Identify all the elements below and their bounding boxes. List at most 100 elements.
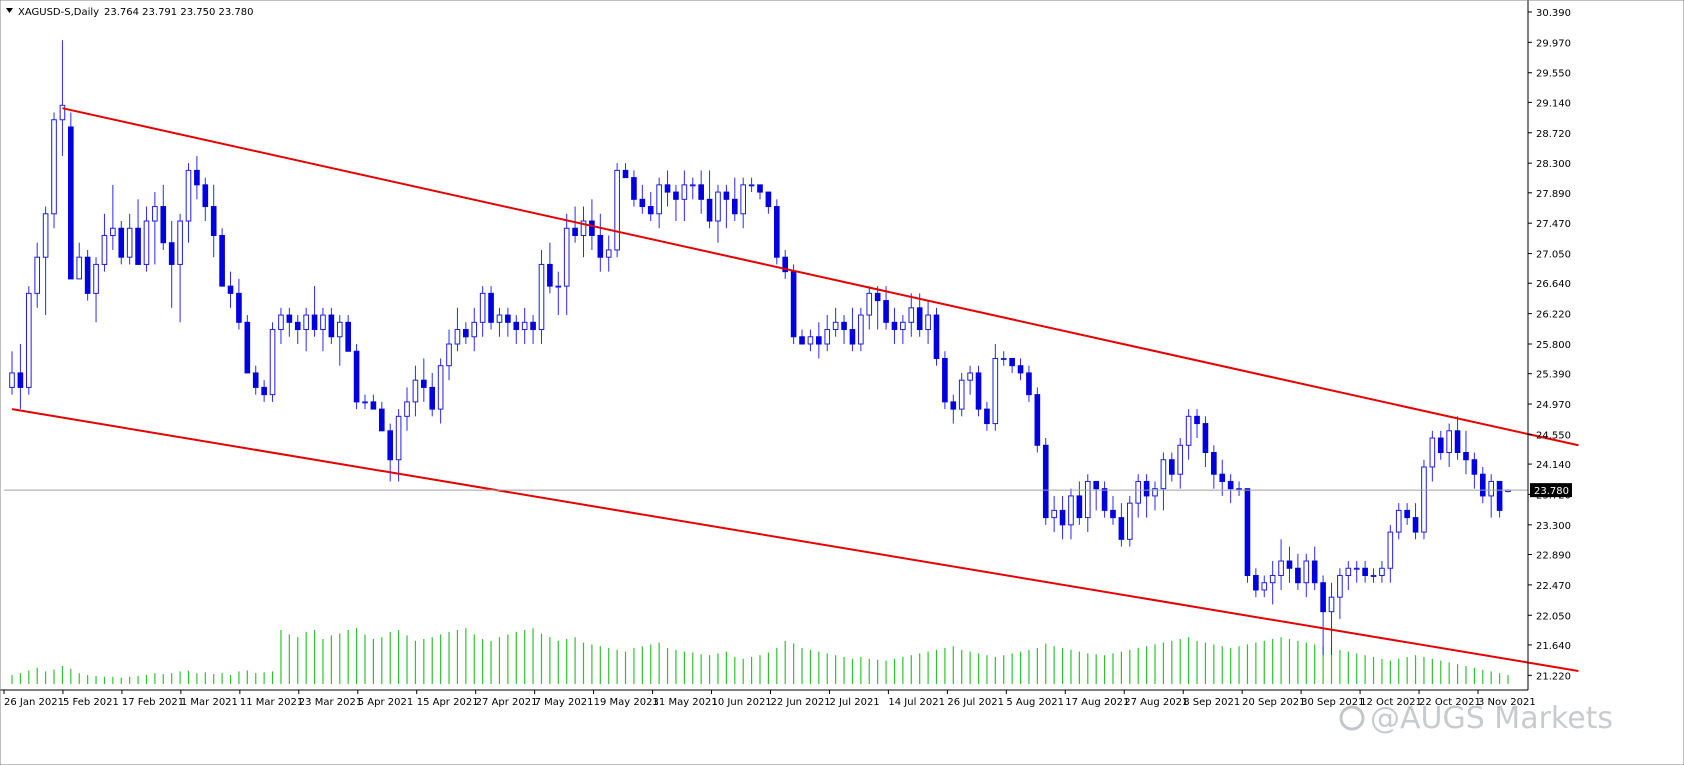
candle-bull xyxy=(900,321,906,331)
candle-bear xyxy=(294,321,301,331)
candle-bear xyxy=(17,372,24,388)
candle-bear xyxy=(841,321,847,331)
candle-bull xyxy=(1160,459,1167,490)
candle-bear xyxy=(673,191,679,200)
ohlc-label: 23.764 23.791 23.750 23.780 xyxy=(104,7,254,18)
candle-bull xyxy=(269,329,276,396)
candle-bear xyxy=(647,206,654,215)
candle-bull xyxy=(1177,444,1184,475)
watermark-text: @AUGS Markets xyxy=(1370,701,1613,736)
price-tick-label: 24.140 xyxy=(1536,460,1571,471)
date-tick-label: 17 Aug 2021 xyxy=(1065,697,1129,708)
candle-bear xyxy=(194,169,200,186)
candle-bull xyxy=(614,169,620,251)
candle-bull xyxy=(177,220,183,265)
candle-bear xyxy=(1026,372,1032,396)
date-tick-label: 15 Apr 2021 xyxy=(417,697,479,708)
candle-bull xyxy=(866,292,873,316)
channel-line-upper xyxy=(62,107,1579,447)
candle-bull xyxy=(1269,574,1276,584)
candle-bear xyxy=(244,321,251,374)
current-price-label: 23.780 xyxy=(1534,486,1569,497)
candle-bear xyxy=(1253,574,1259,591)
candle-bull xyxy=(824,329,831,345)
candle-bear xyxy=(429,386,436,410)
candles-layer xyxy=(9,40,1511,656)
candle-bull xyxy=(471,321,478,338)
price-tick-label: 30.390 xyxy=(1536,8,1571,19)
candle-bear xyxy=(984,408,990,425)
candle-bear xyxy=(1227,480,1234,490)
candle-bull xyxy=(1000,357,1007,360)
date-tick-label: 20 Sep 2021 xyxy=(1242,697,1305,708)
candle-bull xyxy=(479,292,486,323)
candle-bear xyxy=(135,227,141,265)
candle-bear xyxy=(530,321,536,331)
candle-bull xyxy=(278,314,284,331)
candle-bull xyxy=(395,415,402,461)
date-tick-label: 17 Feb 2021 xyxy=(122,697,184,708)
candle-bull xyxy=(496,314,503,323)
candle-bear xyxy=(1437,437,1444,454)
candle-bear xyxy=(589,220,595,236)
candle-bear xyxy=(731,198,738,215)
candle-bull xyxy=(110,227,116,236)
candle-bear xyxy=(353,350,360,403)
candle-bear xyxy=(252,372,259,388)
candle-bear xyxy=(874,292,881,302)
candle-bear xyxy=(1042,444,1049,519)
candle-bull xyxy=(303,314,309,331)
candle-bull xyxy=(1421,466,1427,533)
price-tick-label: 28.720 xyxy=(1536,129,1571,140)
candle-bear xyxy=(933,314,940,359)
candle-bear xyxy=(236,292,242,323)
candle-bear xyxy=(1479,473,1486,497)
price-tick-label: 29.140 xyxy=(1536,98,1571,109)
candle-bear xyxy=(1463,452,1469,461)
candle-bull xyxy=(143,220,150,265)
candle-bull xyxy=(1152,488,1158,497)
candle-bear xyxy=(1194,415,1200,425)
date-tick-label: 1 Mar 2021 xyxy=(181,697,238,708)
candle-bear xyxy=(286,314,293,323)
price-tick-label: 24.550 xyxy=(1536,430,1571,441)
candle-bear xyxy=(210,206,217,236)
candle-bear xyxy=(1101,488,1108,511)
candle-bear xyxy=(849,329,856,345)
candle-bull xyxy=(1370,574,1377,577)
candle-bear xyxy=(916,307,923,331)
candle-bear xyxy=(261,386,267,396)
date-tick-label: 5 Apr 2021 xyxy=(358,697,413,708)
candle-bear xyxy=(202,184,209,208)
date-tick-label: 31 May 2021 xyxy=(653,697,718,708)
candle-bull xyxy=(740,184,747,215)
candle-bull xyxy=(958,379,965,410)
candle-bear xyxy=(1118,517,1125,540)
candle-bear xyxy=(950,401,957,410)
candle-bear xyxy=(370,401,377,410)
candle-bull xyxy=(538,263,545,331)
candle-bull xyxy=(1126,502,1133,540)
dropdown-arrow-icon[interactable] xyxy=(6,8,13,13)
price-tick-label: 24.970 xyxy=(1536,400,1571,411)
date-tick-label: 27 Apr 2021 xyxy=(476,697,538,708)
candle-bull xyxy=(656,184,662,215)
candle-bear xyxy=(219,234,225,287)
candle-bull xyxy=(521,321,528,331)
candle-bull xyxy=(992,357,999,425)
candle-bear xyxy=(782,256,789,273)
date-tick-label: 14 Jul 2021 xyxy=(888,697,945,708)
candle-bear xyxy=(311,314,318,331)
candle-bull xyxy=(1488,480,1495,497)
candle-bear xyxy=(1496,480,1503,511)
candle-bear xyxy=(1017,365,1024,374)
candle-bear xyxy=(698,184,704,200)
price-tick-label: 21.640 xyxy=(1536,641,1571,652)
date-tick-label: 19 May 2021 xyxy=(594,697,659,708)
candle-bull xyxy=(1051,509,1057,519)
candle-bull xyxy=(1236,488,1242,491)
candle-bear xyxy=(597,234,604,258)
price-tick-label: 29.970 xyxy=(1536,38,1571,49)
